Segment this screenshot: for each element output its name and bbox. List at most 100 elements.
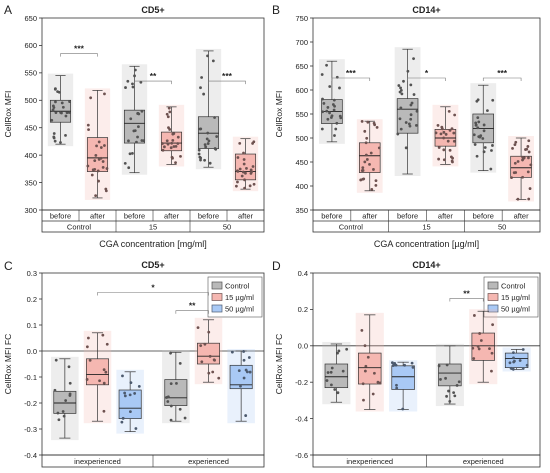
y-axis-label: CellRox MFI FC bbox=[274, 334, 284, 394]
data-point bbox=[371, 392, 375, 396]
data-point bbox=[176, 142, 180, 145]
data-point bbox=[161, 148, 165, 152]
data-point bbox=[53, 388, 57, 392]
box bbox=[86, 137, 109, 172]
data-point bbox=[529, 163, 533, 167]
data-point bbox=[64, 114, 68, 118]
y-tick-label: -0.1 bbox=[24, 373, 37, 382]
x-category-label: after bbox=[238, 212, 254, 221]
data-point bbox=[364, 153, 368, 157]
box bbox=[438, 363, 462, 387]
box bbox=[471, 332, 495, 361]
data-point bbox=[365, 136, 369, 140]
data-point bbox=[128, 152, 132, 156]
significance-bracket bbox=[331, 77, 371, 81]
box bbox=[324, 363, 349, 389]
data-point bbox=[332, 98, 336, 102]
data-point bbox=[336, 391, 340, 395]
data-point bbox=[475, 99, 479, 103]
x-group-label: Control bbox=[339, 223, 364, 232]
data-point bbox=[411, 365, 415, 369]
data-point bbox=[203, 143, 207, 147]
significance-label: ** bbox=[189, 301, 196, 311]
data-point bbox=[249, 168, 253, 172]
data-point bbox=[320, 73, 324, 76]
data-point bbox=[178, 407, 182, 411]
data-point bbox=[176, 135, 180, 139]
data-point bbox=[472, 133, 476, 137]
significance-bracket bbox=[134, 80, 172, 85]
data-point bbox=[172, 132, 176, 135]
data-point bbox=[395, 386, 399, 390]
data-point bbox=[489, 167, 493, 171]
data-point bbox=[236, 156, 240, 159]
significance-bracket bbox=[407, 77, 446, 81]
data-point bbox=[475, 154, 479, 158]
data-point bbox=[521, 348, 525, 351]
y-tick-label: 750 bbox=[295, 14, 308, 23]
data-point bbox=[360, 329, 364, 332]
data-point bbox=[199, 158, 202, 162]
data-point bbox=[445, 394, 448, 398]
data-point bbox=[52, 135, 56, 139]
data-point bbox=[86, 164, 90, 168]
data-point bbox=[123, 391, 127, 395]
significance-label: ** bbox=[463, 288, 470, 298]
data-point bbox=[474, 123, 478, 127]
data-point bbox=[376, 380, 380, 384]
data-point bbox=[451, 156, 454, 160]
data-point bbox=[511, 351, 515, 355]
data-point bbox=[481, 137, 485, 140]
legend-swatch bbox=[211, 281, 223, 290]
data-point bbox=[409, 113, 413, 117]
data-point bbox=[96, 169, 100, 173]
significance-bracket bbox=[175, 310, 209, 314]
box-group bbox=[51, 356, 79, 441]
data-point bbox=[105, 167, 109, 170]
data-point bbox=[135, 140, 138, 144]
data-point bbox=[169, 418, 173, 422]
data-point bbox=[101, 333, 105, 337]
data-point bbox=[409, 117, 413, 121]
data-point bbox=[527, 139, 531, 143]
data-point bbox=[333, 104, 336, 108]
data-point bbox=[375, 125, 379, 129]
data-point bbox=[102, 368, 106, 372]
data-point bbox=[67, 111, 71, 114]
data-point bbox=[398, 117, 402, 121]
y-tick-label: 350 bbox=[295, 206, 308, 215]
data-point bbox=[396, 132, 400, 136]
data-point bbox=[328, 111, 331, 115]
data-point bbox=[98, 379, 101, 383]
data-point bbox=[243, 178, 246, 182]
data-point bbox=[511, 367, 515, 371]
box-group bbox=[232, 136, 259, 192]
chart-title: CD5+ bbox=[141, 260, 164, 270]
data-point bbox=[64, 133, 67, 137]
data-point bbox=[60, 101, 64, 105]
data-point bbox=[87, 128, 90, 132]
data-point bbox=[527, 150, 531, 154]
data-point bbox=[478, 135, 482, 139]
data-point bbox=[56, 411, 60, 415]
data-point bbox=[326, 106, 330, 109]
data-point bbox=[166, 142, 170, 146]
data-point bbox=[60, 111, 63, 115]
data-point bbox=[104, 187, 108, 191]
data-point bbox=[206, 54, 209, 58]
significance-label: *** bbox=[346, 68, 357, 78]
data-point bbox=[90, 173, 94, 177]
data-point bbox=[234, 184, 238, 188]
data-point bbox=[198, 127, 202, 131]
box bbox=[123, 109, 146, 144]
y-tick-label: 650 bbox=[24, 14, 37, 23]
data-point bbox=[442, 158, 446, 162]
data-point bbox=[238, 167, 242, 171]
data-point bbox=[453, 113, 457, 117]
data-point bbox=[133, 74, 136, 78]
legend-label: 15 µg/ml bbox=[225, 293, 254, 302]
data-point bbox=[338, 114, 342, 118]
data-point bbox=[472, 357, 476, 360]
significance-bracket bbox=[97, 292, 209, 296]
